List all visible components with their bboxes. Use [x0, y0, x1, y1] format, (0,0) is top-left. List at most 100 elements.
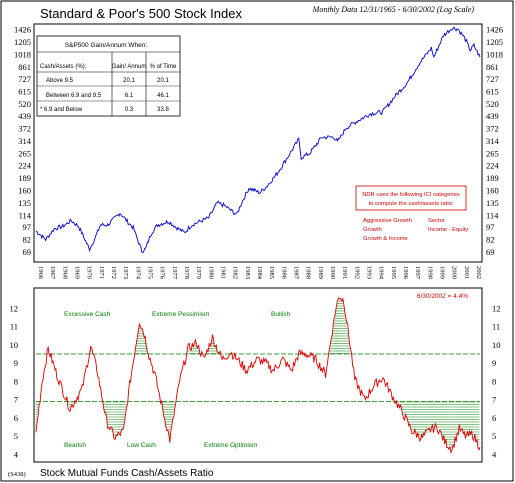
x-tick-year: 1986 [280, 266, 287, 280]
ici-note: NDR uses the following ICI categories to… [356, 186, 468, 242]
latest-value-label: 6/30/2002 = 4.4% [417, 293, 468, 300]
x-tick-year: 1969 [73, 266, 80, 279]
table-row-1-label: Above 9.5 [46, 78, 74, 84]
top-y-tick-right: 314 [486, 136, 500, 146]
annotation-bearish: Bearish [64, 442, 86, 449]
top-y-tick-right: 224 [486, 161, 500, 171]
x-tick-year: 1987 [292, 266, 299, 280]
top-y-tick-right: 1018 [486, 49, 503, 59]
ici-category-3: Growth [363, 227, 382, 233]
x-tick-year: 1999 [438, 266, 445, 279]
top-y-tick-left: 861 [18, 62, 31, 72]
annotation-excessive-cash: Excessive Cash [64, 311, 111, 318]
chart-code: (S438) [8, 471, 26, 478]
bottom-y-tick-right: 9 [492, 358, 496, 368]
x-tick-year: 1995 [390, 266, 397, 279]
x-tick-year: 1975 [146, 266, 153, 279]
x-tick-year: 1989 [317, 266, 324, 279]
top-y-tick-right: 265 [486, 148, 499, 158]
annotation-bullish: Bullish [271, 311, 291, 318]
x-tick-year: 1997 [414, 266, 421, 280]
top-y-tick-right: 727 [486, 74, 499, 84]
x-tick-year: 2000 [451, 266, 458, 279]
top-y-tick-left: 372 [18, 123, 31, 133]
top-y-tick-right: 520 [486, 99, 499, 109]
x-tick-year: 1980 [207, 266, 214, 279]
x-tick-year: 1977 [171, 266, 178, 280]
x-tick-year: 2002 [475, 266, 482, 279]
x-tick-year: 1988 [305, 266, 312, 279]
stats-table-title: S&P500 Gain/Annum When: [65, 42, 148, 49]
x-tick-year: 1981 [219, 266, 226, 279]
x-tick-year: 1984 [256, 266, 263, 280]
bottom-y-tick-left: 6 [14, 413, 18, 423]
top-y-tick-left: 160 [18, 185, 31, 195]
x-tick-year: 1972 [110, 266, 117, 279]
bottom-y-tick-right: 7 [492, 395, 496, 405]
top-y-tick-right: 69 [486, 247, 495, 257]
table-header-time: % of Time [150, 64, 177, 70]
top-y-tick-left: 1426 [14, 25, 31, 35]
bottom-y-tick-right: 5 [492, 431, 496, 441]
top-y-tick-left: 1205 [14, 37, 31, 47]
top-y-tick-left: 314 [18, 136, 32, 146]
table-header-gain: Gain/ Annum [112, 64, 147, 70]
top-y-tick-left: 189 [18, 173, 31, 183]
top-y-tick-left: 135 [18, 198, 31, 208]
x-tick-year: 1983 [244, 266, 251, 279]
ratio-extreme-shading [36, 295, 479, 449]
bottom-y-tick-right: 6 [492, 413, 496, 423]
x-tick-year: 1971 [98, 266, 105, 279]
table-row-3-time: 33.8 [157, 107, 169, 113]
x-tick-year: 1970 [86, 266, 93, 279]
table-row-1-gain: 20.1 [123, 78, 135, 84]
top-y-axis-right: 69 82 97 114 135 160 189 224 265 314 372 439 520 615 7… [486, 25, 503, 257]
top-y-tick-right: 189 [486, 173, 499, 183]
bottom-y-tick-left: 7 [14, 395, 18, 405]
annotation-extreme-pessimism: Extreme Pessimism [152, 311, 209, 318]
bottom-y-axis-left: 4 5 6 7 8 9 10 11 12 [10, 303, 19, 459]
x-tick-year: 1976 [159, 266, 166, 280]
top-y-tick-left: 82 [23, 234, 32, 244]
x-axis-years: 1966 1967 1968 1969 1970 1971 1972 1973 1974 1975… [37, 266, 482, 280]
x-tick-year: 1992 [353, 266, 360, 279]
bottom-y-tick-right: 12 [492, 303, 501, 313]
top-y-tick-right: 160 [486, 185, 499, 195]
table-row-3-label: * 6.9 and Below [40, 107, 83, 113]
x-tick-year: 1985 [268, 266, 275, 279]
top-y-tick-left: 439 [18, 111, 31, 121]
bottom-y-tick-right: 11 [492, 322, 500, 332]
top-y-tick-left: 224 [18, 161, 32, 171]
x-tick-year: 1979 [195, 266, 202, 279]
x-tick-year: 1993 [365, 266, 372, 279]
bottom-y-tick-left: 12 [10, 303, 19, 313]
top-y-axis-left: 6982971141351601892242653143724395206157… [14, 25, 32, 257]
bottom-y-tick-left: 9 [14, 358, 18, 368]
top-y-tick-right: 82 [486, 234, 495, 244]
top-y-tick-left: 615 [18, 86, 31, 96]
bottom-y-tick-right: 4 [492, 450, 497, 460]
x-tick-year: 1982 [232, 266, 239, 279]
ici-note-line-2: to compute the cash/assets ratio: [368, 201, 453, 207]
top-y-tick-right: 1426 [486, 25, 503, 35]
top-y-tick-left: 114 [19, 210, 32, 220]
annotation-low-cash: Low Cash [127, 442, 156, 449]
x-tick-year: 1991 [341, 266, 348, 279]
bottom-y-axis-right: 4 5 6 7 8 9 10 11 12 [492, 303, 501, 459]
x-tick-year: 1996 [402, 266, 409, 280]
bottom-y-tick-right: 10 [492, 340, 501, 350]
table-row-2-time: 46.1 [157, 93, 169, 99]
ici-category-5: Growth & Income [363, 236, 408, 242]
stats-table: S&P500 Gain/Annum When: Cash/Assets (%):… [37, 36, 180, 116]
x-tick-year: 1968 [61, 266, 68, 279]
top-y-tick-right: 135 [486, 198, 499, 208]
bottom-y-tick-left: 8 [14, 376, 18, 386]
top-y-tick-right: 615 [486, 86, 499, 96]
x-tick-year: 1967 [49, 266, 56, 280]
table-row-2-gain: 6.1 [125, 93, 134, 99]
top-y-tick-right: 372 [486, 123, 499, 133]
x-tick-year: 1994 [378, 266, 385, 280]
x-tick-year: 1990 [329, 266, 336, 279]
top-y-tick-right: 97 [486, 222, 495, 232]
table-row-1-time: 20.1 [157, 78, 169, 84]
